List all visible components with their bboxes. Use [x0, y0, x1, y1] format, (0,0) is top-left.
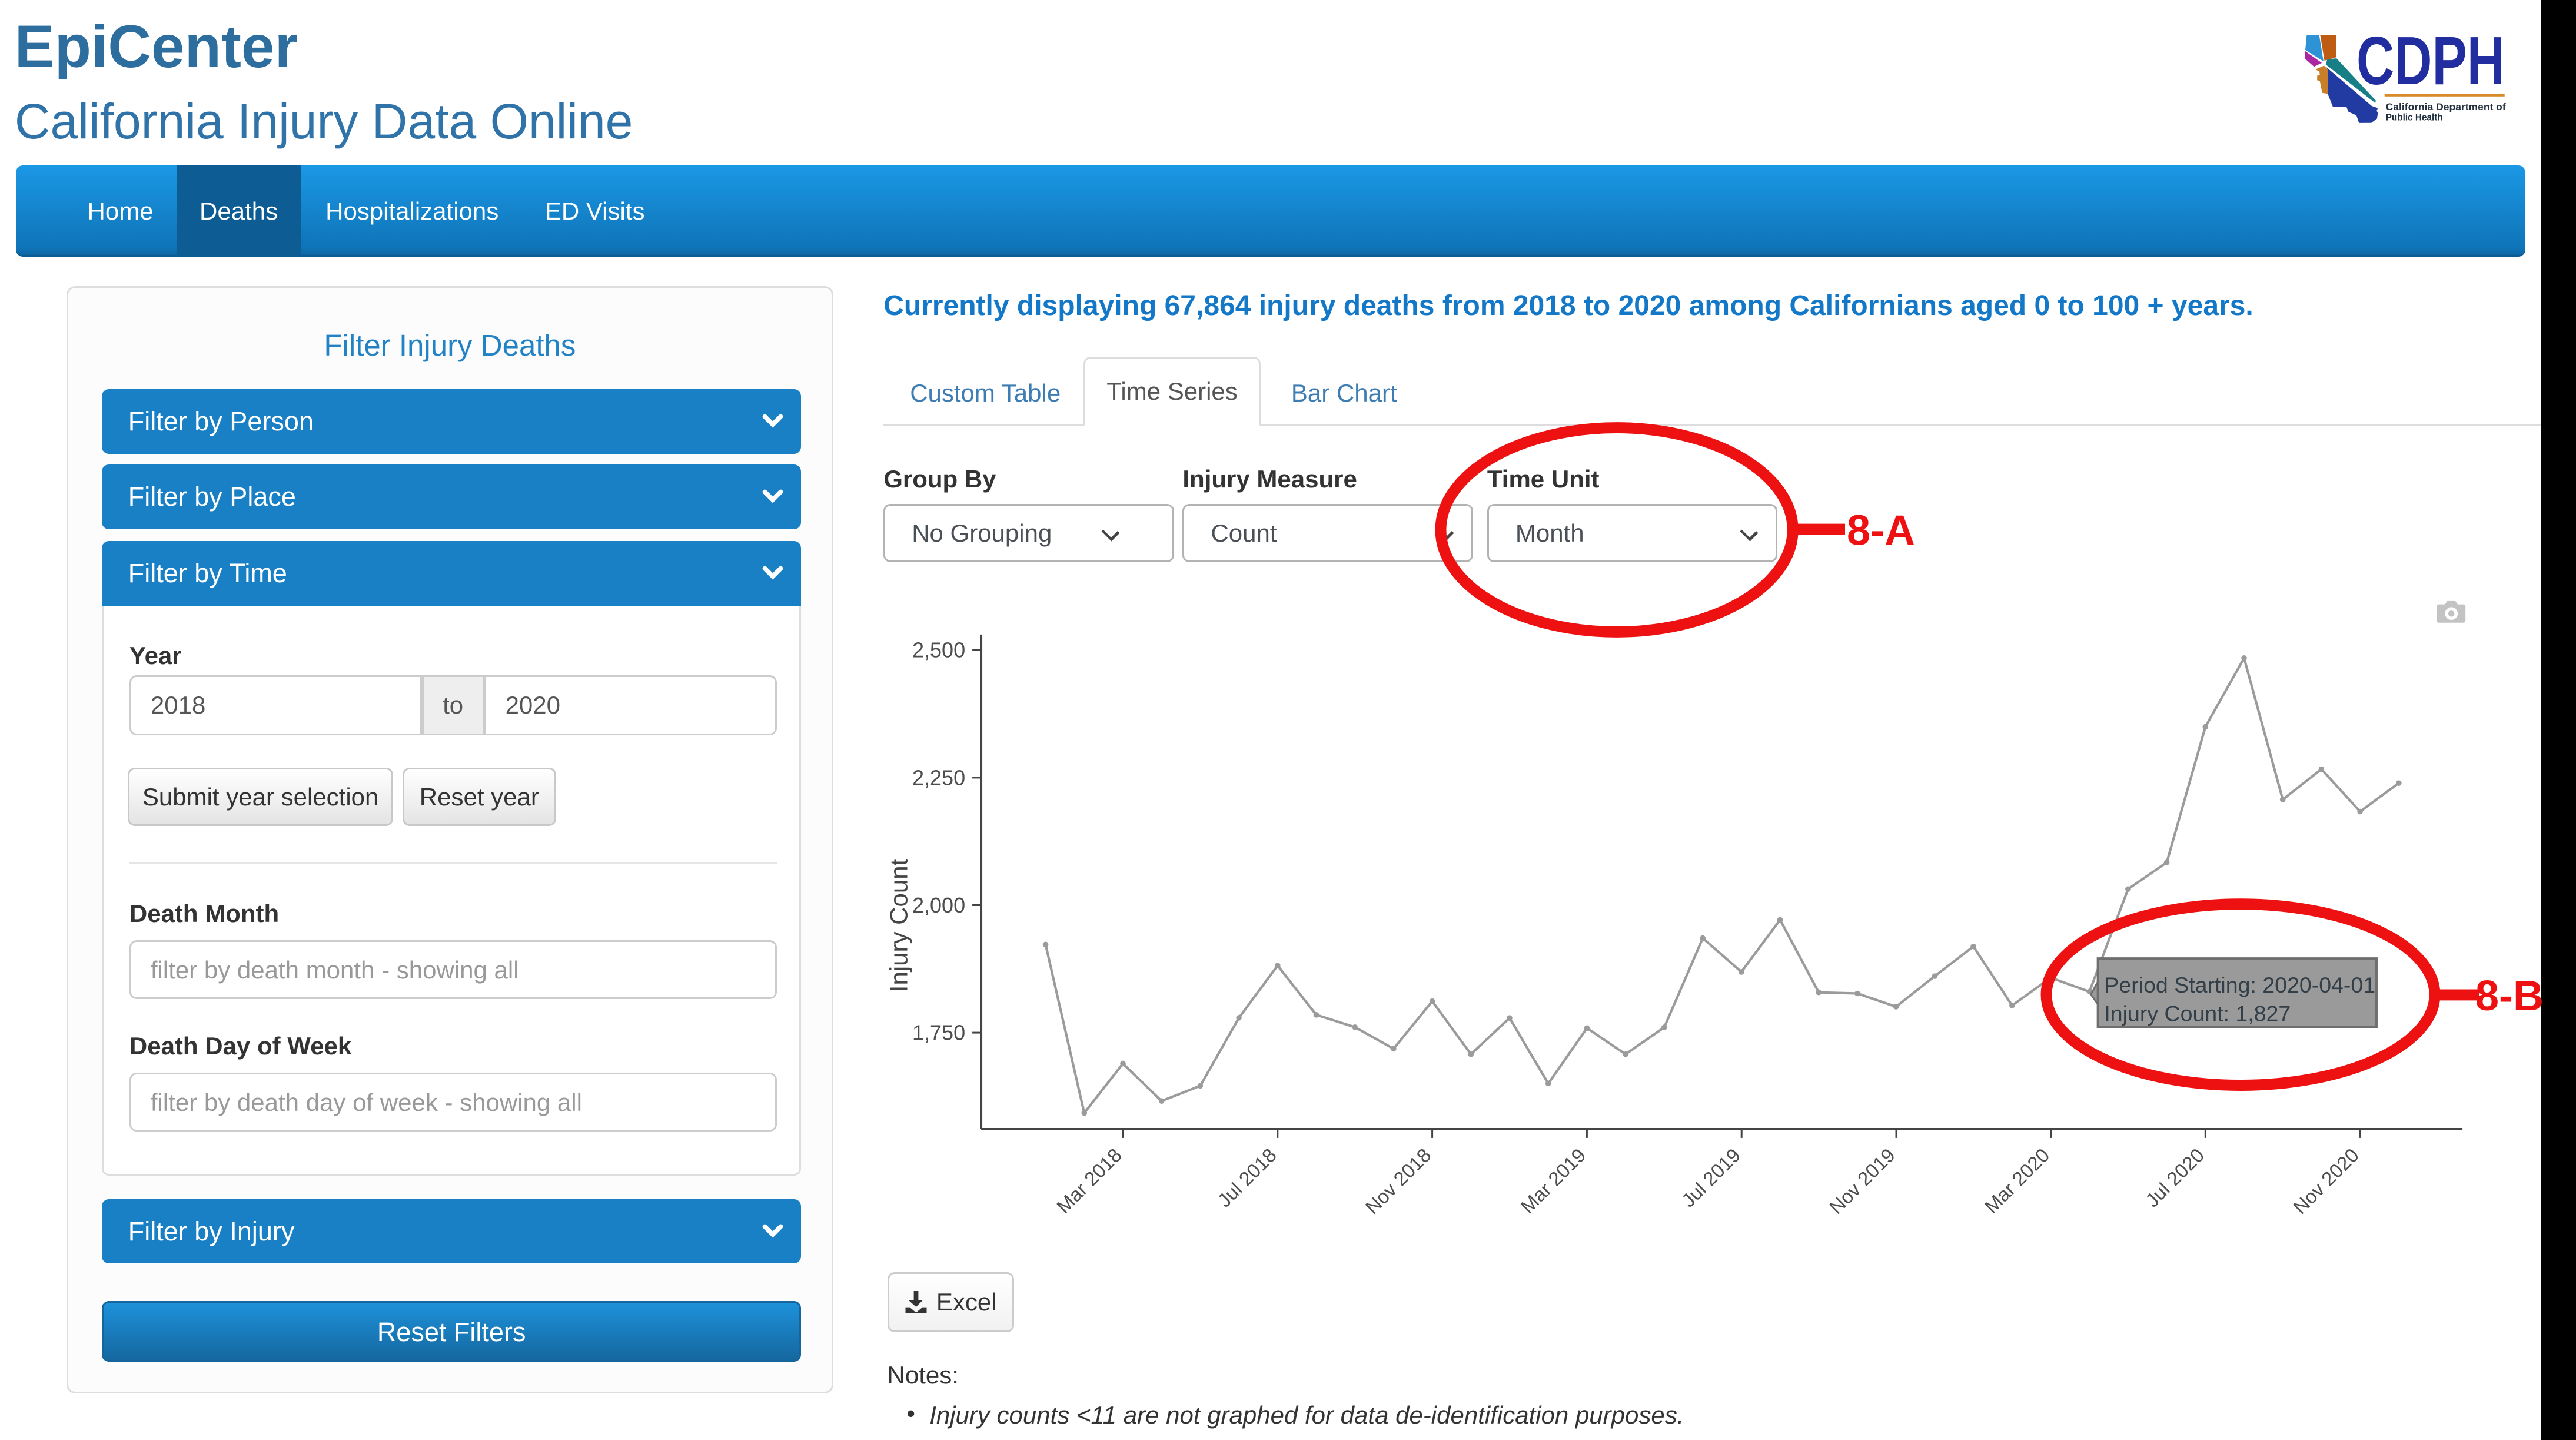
svg-text:Public Health: Public Health	[2386, 111, 2443, 122]
svg-text:Jul 2018: Jul 2018	[1213, 1144, 1280, 1211]
svg-text:8-A: 8-A	[1847, 507, 1915, 555]
svg-text:2,500: 2,500	[912, 638, 965, 662]
svg-text:Nov 2019: Nov 2019	[1825, 1144, 1899, 1218]
svg-text:2,250: 2,250	[912, 766, 965, 790]
svg-text:Mar 2018: Mar 2018	[1052, 1144, 1126, 1217]
svg-text:Injury Count: Injury Count	[885, 858, 913, 992]
svg-text:Nov 2020: Nov 2020	[2289, 1144, 2363, 1218]
svg-text:Period Starting: 2020-04-01: Period Starting: 2020-04-01	[2104, 973, 2375, 997]
svg-text:Nov 2018: Nov 2018	[1361, 1144, 1435, 1218]
svg-text:CDPH: CDPH	[2356, 34, 2505, 99]
svg-text:California Department of: California Department of	[2386, 101, 2506, 112]
svg-text:Injury Count: 1,827: Injury Count: 1,827	[2104, 1001, 2291, 1026]
svg-text:1,750: 1,750	[912, 1021, 965, 1045]
svg-text:Mar 2019: Mar 2019	[1517, 1144, 1590, 1217]
svg-text:2,000: 2,000	[912, 893, 965, 917]
svg-text:Mar 2020: Mar 2020	[1980, 1144, 2054, 1217]
svg-text:Jul 2020: Jul 2020	[2141, 1144, 2208, 1211]
svg-text:Jul 2019: Jul 2019	[1677, 1144, 1744, 1211]
